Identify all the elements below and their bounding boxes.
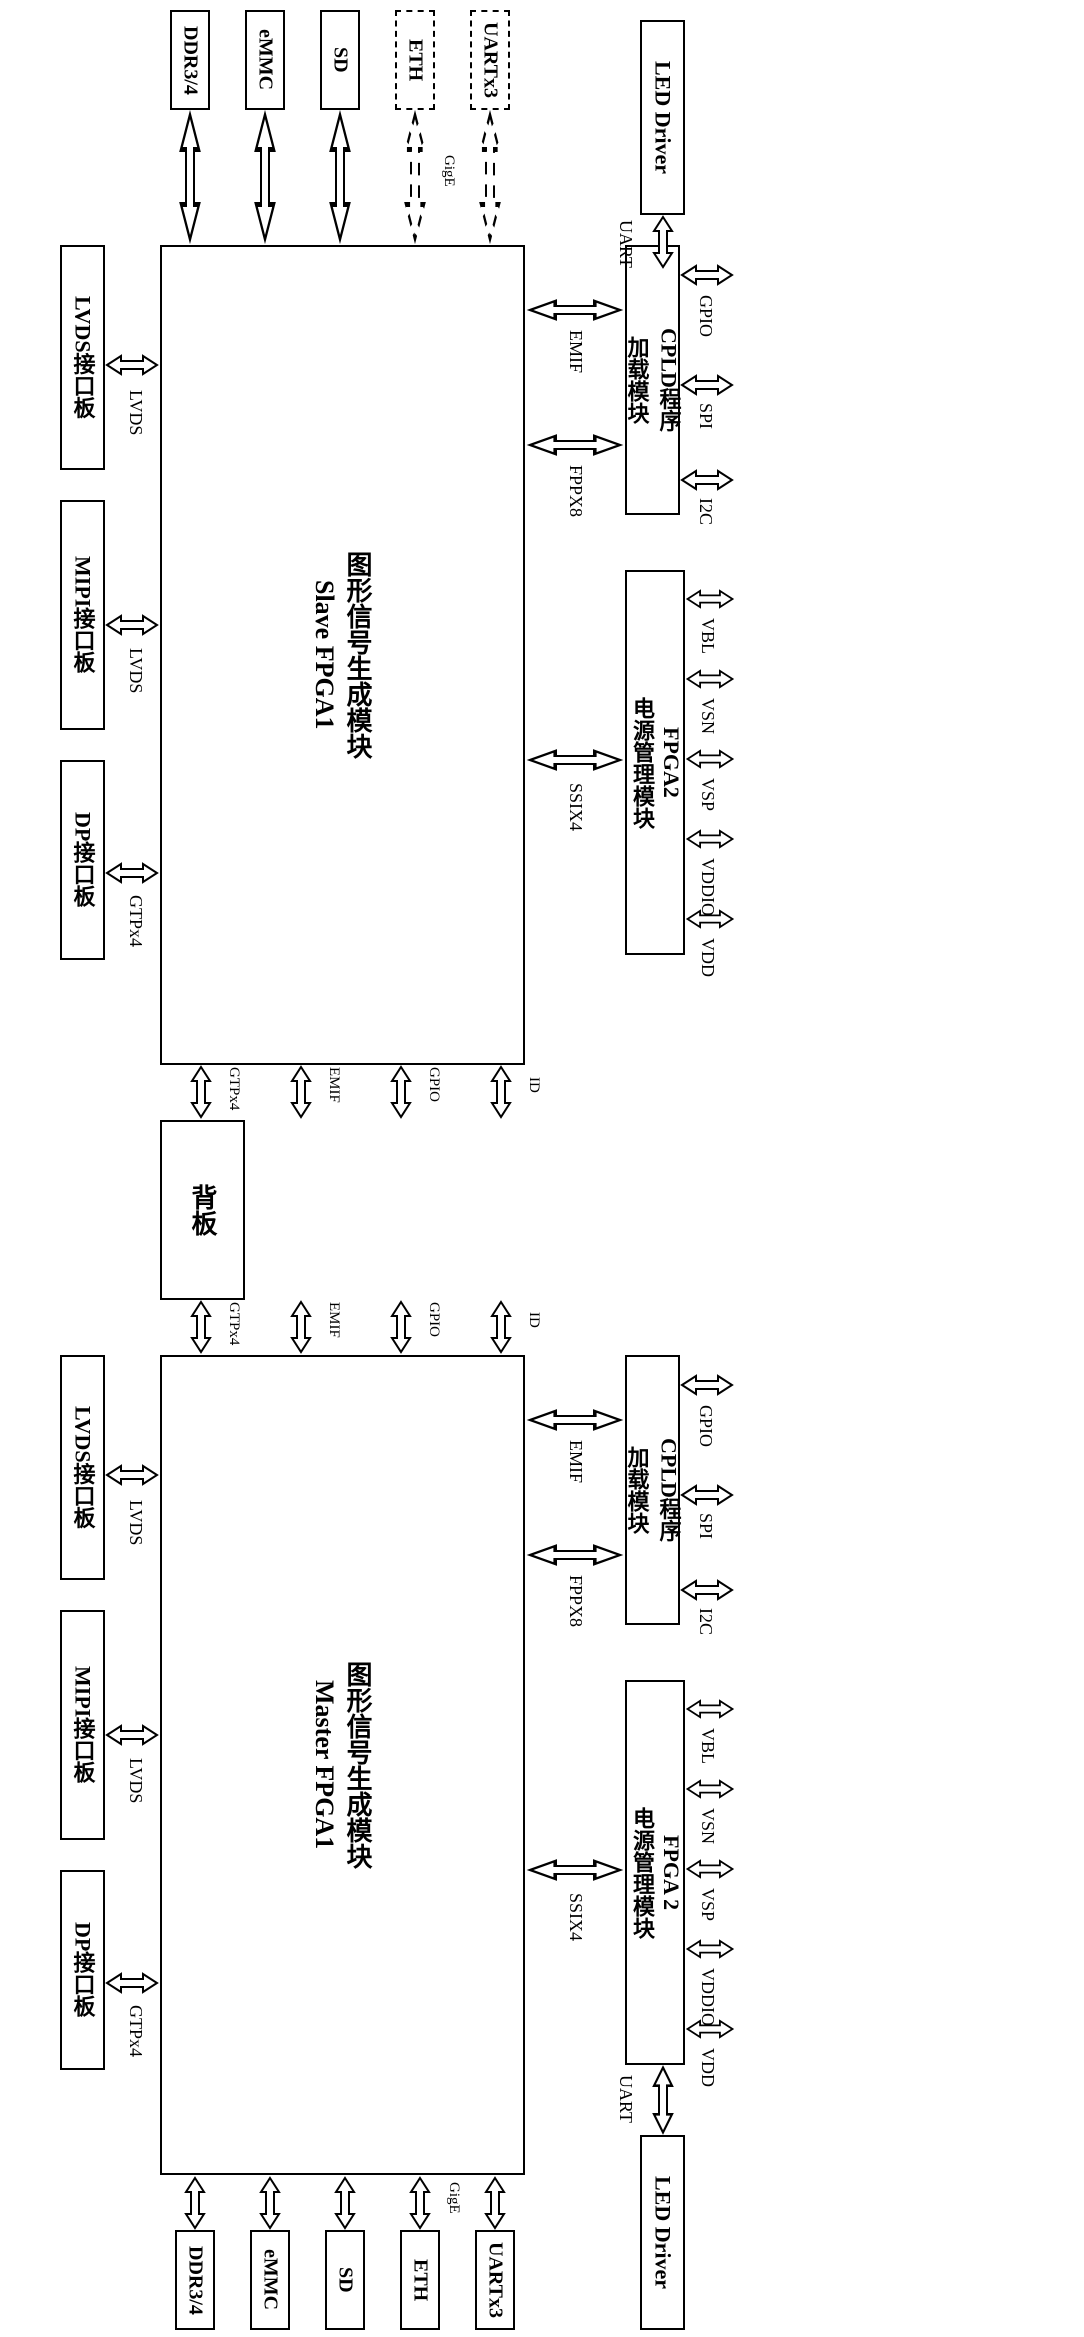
slave-lvds-arrow-label: LVDS bbox=[125, 390, 146, 435]
slave-lvds-board: LVDS接口板 bbox=[60, 245, 105, 470]
master-ddr: DDR3/4 bbox=[175, 2230, 215, 2330]
master-led-label: LED Driver bbox=[650, 2176, 676, 2289]
slave-ddr: DDR3/4 bbox=[170, 10, 210, 110]
master-fpga2-out4: VDD bbox=[697, 2048, 718, 2087]
slave-ddr-label: DDR3/4 bbox=[179, 26, 202, 95]
slave-fpga2-out2: VSP bbox=[697, 778, 718, 811]
master-bp0: GTPx4 bbox=[225, 1302, 242, 1345]
master-sd-label: SD bbox=[334, 2267, 357, 2293]
slave-cpld-out0: GPIO bbox=[695, 295, 716, 337]
master-lvds-board: LVDS接口板 bbox=[60, 1355, 105, 1580]
slave-led-arrow2: UART bbox=[615, 220, 636, 268]
master-bp2: GPIO bbox=[425, 1302, 442, 1337]
slave-sd-label: SD bbox=[329, 47, 352, 73]
master-mipi-arrow-label: LVDS bbox=[125, 1758, 146, 1803]
slave-fpga2-l2: 电源管理模块 bbox=[630, 697, 655, 829]
slave-dp-board: DP接口板 bbox=[60, 760, 105, 960]
master-eth-label: ETH bbox=[409, 2259, 432, 2301]
master-uart-label: UARTx3 bbox=[484, 2242, 507, 2318]
master-eth-arrow-label: GigE bbox=[445, 2182, 462, 2214]
master-fpga2: FPGA 2 电源管理模块 bbox=[625, 1680, 685, 2065]
slave-led-label: LED Driver bbox=[650, 61, 676, 174]
slave-cpld: CPLD程序 加载模块 bbox=[625, 245, 680, 515]
master-dp-board: DP接口板 bbox=[60, 1870, 105, 2070]
slave-fpga1-title1: 图形信号生成模块 bbox=[343, 551, 372, 759]
slave-emmc-label: eMMC bbox=[254, 29, 277, 90]
master-lvds-label: LVDS接口板 bbox=[67, 1406, 99, 1529]
master-cpld-emif: EMIF bbox=[565, 1440, 586, 1483]
master-fpga2-input: SSIX4 bbox=[565, 1893, 586, 1941]
master-emmc: eMMC bbox=[250, 2230, 290, 2330]
slave-cpld-l1: CPLD程序 bbox=[657, 328, 682, 432]
slave-mipi-label: MIPI接口板 bbox=[67, 556, 99, 673]
slave-fpga2-out1: VSN bbox=[697, 698, 718, 734]
master-cpld-out2: I2C bbox=[695, 1608, 716, 1635]
master-fpga1: 图形信号生成模块 Master FPGA1 bbox=[160, 1355, 525, 2175]
master-lvds-arrow-label: LVDS bbox=[125, 1500, 146, 1545]
slave-fpga2-out4: VDD bbox=[697, 938, 718, 977]
master-dp-arrow-label: GTPx4 bbox=[125, 2005, 146, 2057]
slave-cpld-emif: EMIF bbox=[565, 330, 586, 373]
master-cpld-out0: GPIO bbox=[695, 1405, 716, 1447]
master-emmc-label: eMMC bbox=[259, 2249, 282, 2310]
master-eth: ETH bbox=[400, 2230, 440, 2330]
master-bp1: EMIF bbox=[325, 1302, 342, 1338]
slave-mipi-board: MIPI接口板 bbox=[60, 500, 105, 730]
slave-bp0: GTPx4 bbox=[225, 1067, 242, 1110]
master-fpga1-title1: 图形信号生成模块 bbox=[343, 1661, 372, 1869]
slave-cpld-fppx8: FPPX8 bbox=[565, 465, 586, 517]
master-cpld: CPLD程序 加载模块 bbox=[625, 1355, 680, 1625]
master-fpga2-out0: VBL bbox=[697, 1728, 718, 1764]
slave-dp-label: DP接口板 bbox=[67, 812, 99, 907]
master-cpld-l2: 加载模块 bbox=[625, 1446, 650, 1534]
master-bp3: ID bbox=[525, 1312, 542, 1328]
slave-uart: UARTx3 bbox=[470, 10, 510, 110]
master-dp-label: DP接口板 bbox=[67, 1922, 99, 2017]
master-fpga1-title2: Master FPGA1 bbox=[310, 1680, 339, 1849]
master-led-arrow: UART bbox=[615, 2075, 636, 2123]
slave-cpld-l2: 加载模块 bbox=[625, 336, 650, 424]
slave-cpld-out1: SPI bbox=[695, 403, 716, 429]
slave-uart-label: UARTx3 bbox=[479, 22, 502, 98]
master-fpga2-l1: FPGA 2 bbox=[659, 1835, 684, 1910]
master-fpga2-out2: VSP bbox=[697, 1888, 718, 1921]
slave-bp2: GPIO bbox=[425, 1067, 442, 1102]
backplane: 背板 bbox=[160, 1120, 245, 1300]
master-mipi-board: MIPI接口板 bbox=[60, 1610, 105, 1840]
slave-sd: SD bbox=[320, 10, 360, 110]
master-fpga2-out1: VSN bbox=[697, 1808, 718, 1844]
slave-fpga2: FPGA2 电源管理模块 bbox=[625, 570, 685, 955]
master-uart: UARTx3 bbox=[475, 2230, 515, 2330]
slave-bp1: EMIF bbox=[325, 1067, 342, 1103]
slave-emmc: eMMC bbox=[245, 10, 285, 110]
slave-lvds-label: LVDS接口板 bbox=[67, 296, 99, 419]
backplane-label: 背板 bbox=[184, 1184, 221, 1236]
master-cpld-l1: CPLD程序 bbox=[657, 1438, 682, 1542]
master-led: LED Driver bbox=[640, 2135, 685, 2330]
master-ddr-label: DDR3/4 bbox=[184, 2246, 207, 2315]
slave-eth-label: ETH bbox=[404, 39, 427, 81]
slave-fpga2-input: SSIX4 bbox=[565, 783, 586, 831]
slave-cpld-out2: I2C bbox=[695, 498, 716, 525]
master-mipi-label: MIPI接口板 bbox=[67, 1666, 99, 1783]
slave-eth: ETH bbox=[395, 10, 435, 110]
slave-bp3: ID bbox=[525, 1077, 542, 1093]
slave-fpga2-l1: FPGA2 bbox=[659, 727, 684, 798]
slave-fpga2-out0: VBL bbox=[697, 618, 718, 654]
slave-eth-arrow-label: GigE bbox=[440, 155, 457, 187]
master-cpld-fppx8: FPPX8 bbox=[565, 1575, 586, 1627]
master-cpld-out1: SPI bbox=[695, 1513, 716, 1539]
slave-dp-arrow-label: GTPx4 bbox=[125, 895, 146, 947]
slave-fpga1: 图形信号生成模块 Slave FPGA1 bbox=[160, 245, 525, 1065]
slave-fpga1-title2: Slave FPGA1 bbox=[310, 580, 339, 730]
master-sd: SD bbox=[325, 2230, 365, 2330]
master-fpga2-l2: 电源管理模块 bbox=[630, 1807, 655, 1939]
slave-led: LED Driver bbox=[640, 20, 685, 215]
slave-mipi-arrow-label: LVDS bbox=[125, 648, 146, 693]
